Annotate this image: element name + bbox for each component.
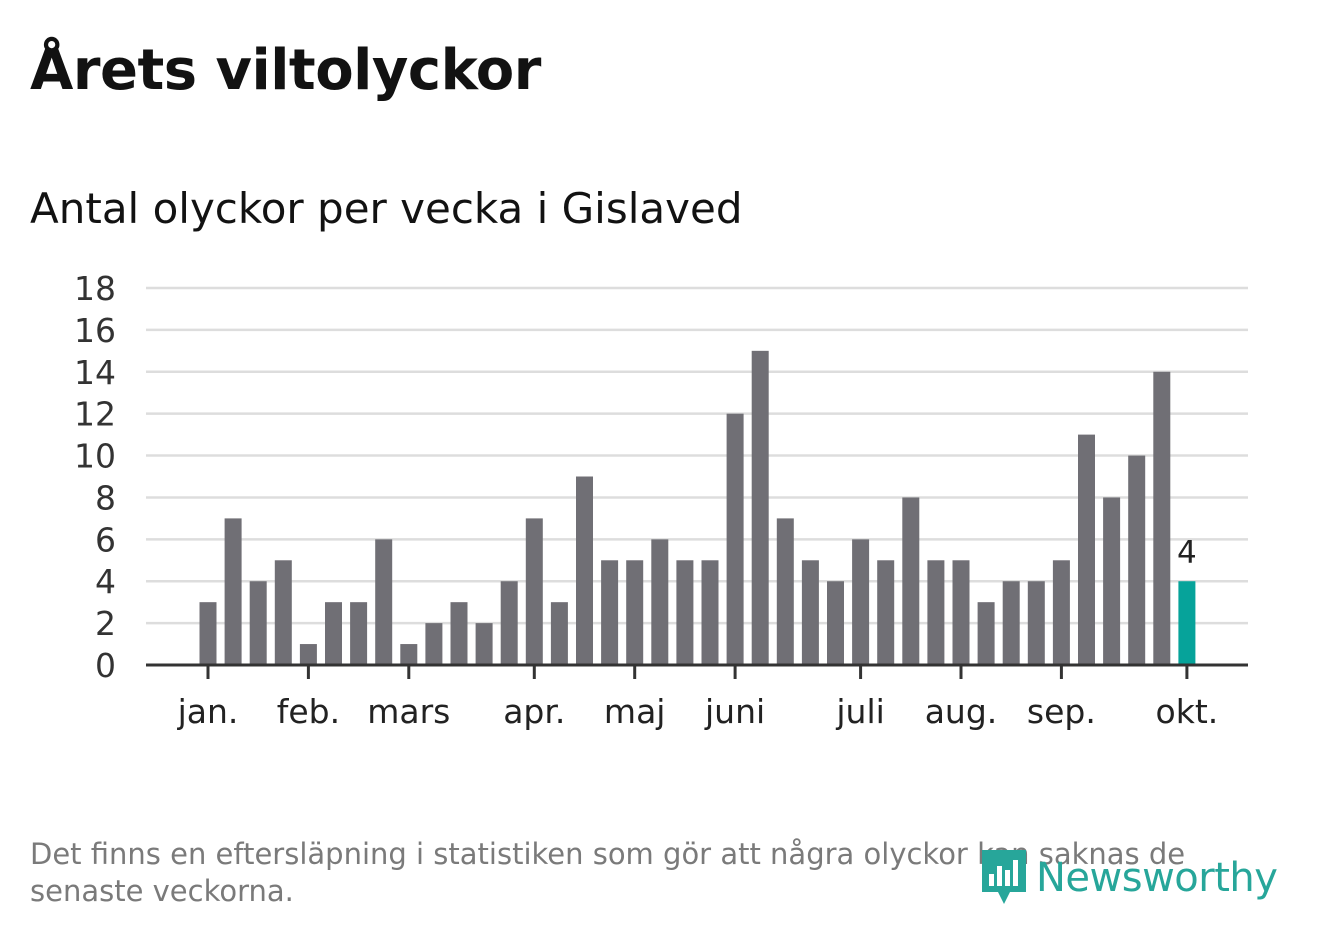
bar — [325, 602, 342, 665]
bar — [224, 518, 242, 665]
bar — [400, 644, 418, 665]
chart-subtitle: Antal olyckor per vecka i Gislaved — [30, 184, 743, 233]
x-tick-label: juli — [835, 692, 884, 731]
bar — [475, 623, 493, 665]
y-tick-label: 14 — [74, 353, 116, 392]
y-tick-label: 6 — [95, 520, 116, 559]
data-labels: 4 — [1177, 535, 1197, 571]
data-label-highlight: 4 — [1177, 535, 1197, 571]
bar — [952, 560, 970, 665]
bar — [676, 560, 694, 665]
bar — [450, 602, 468, 665]
x-axis — [146, 663, 1248, 679]
bar — [425, 623, 443, 665]
bar — [827, 581, 844, 665]
bar — [199, 602, 217, 665]
bar — [801, 560, 819, 665]
bar — [701, 560, 719, 665]
bar — [249, 581, 267, 665]
bar — [299, 644, 317, 665]
y-tick-label: 10 — [74, 437, 116, 476]
x-tick-label: maj — [604, 692, 666, 731]
bar — [902, 497, 920, 665]
bar — [651, 539, 669, 665]
bar — [1103, 497, 1121, 665]
bar — [576, 476, 593, 665]
x-tick-label: okt. — [1156, 692, 1219, 731]
bar — [726, 413, 744, 665]
x-tick-label: sep. — [1027, 692, 1096, 731]
bar — [1078, 434, 1095, 665]
bar — [852, 539, 870, 665]
y-tick-label: 16 — [74, 311, 116, 350]
bar — [751, 350, 769, 665]
y-tick-label: 2 — [95, 604, 116, 643]
bar — [1027, 581, 1045, 665]
bar — [1052, 560, 1070, 665]
bar — [350, 602, 368, 665]
x-tick-label: apr. — [503, 692, 565, 731]
y-tick-label: 4 — [95, 562, 116, 601]
bar — [927, 560, 945, 665]
newsworthy-logo[interactable]: Newsworthy — [980, 846, 1278, 910]
bar — [877, 560, 895, 665]
x-tick-label: mars — [367, 692, 450, 731]
bar — [601, 560, 619, 665]
chart-title: Årets viltolyckor — [30, 38, 541, 103]
bar — [375, 539, 393, 665]
y-tick-label: 18 — [74, 269, 116, 308]
x-axis-tick-labels: jan. feb. mars apr. maj juni juli aug. sep. okt. — [177, 692, 1219, 731]
grid-lines — [146, 286, 1248, 625]
x-tick-label: feb. — [277, 692, 340, 731]
bar — [500, 581, 518, 665]
bars — [199, 350, 1196, 665]
bar — [550, 602, 568, 665]
bar — [626, 560, 644, 665]
bar — [977, 602, 995, 665]
bar — [525, 518, 543, 665]
y-tick-label: 12 — [74, 395, 116, 434]
bar — [1002, 581, 1020, 665]
y-tick-label: 0 — [95, 646, 116, 685]
x-tick-label: jan. — [177, 692, 239, 731]
newsworthy-logo-icon — [982, 850, 1026, 904]
y-tick-label: 8 — [95, 478, 116, 517]
bar — [274, 560, 292, 665]
bar — [1153, 371, 1171, 665]
bar — [1128, 455, 1146, 665]
bar-highlight — [1178, 581, 1196, 665]
newsworthy-logo-text: Newsworthy — [1036, 855, 1278, 901]
bar — [776, 518, 794, 665]
x-tick-label: aug. — [925, 692, 998, 731]
x-tick-label: juni — [704, 692, 765, 731]
